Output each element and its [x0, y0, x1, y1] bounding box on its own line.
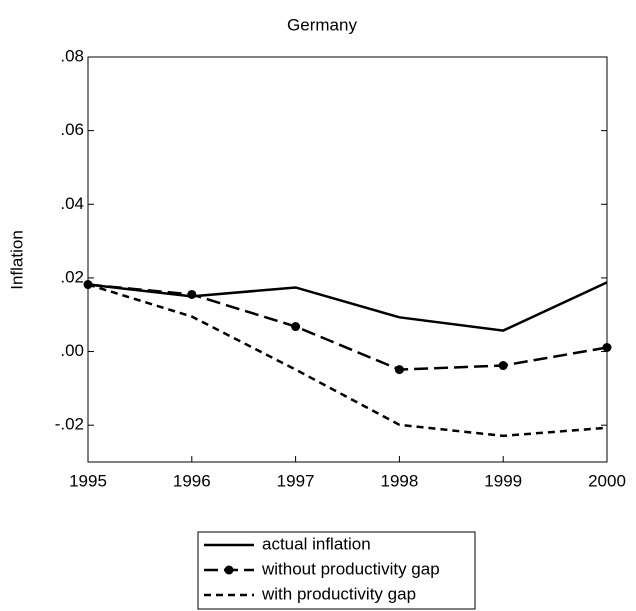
y-tick-label: .02 [60, 267, 84, 286]
y-tick-label: .08 [60, 46, 84, 65]
series-line [87, 283, 608, 438]
data-point [498, 361, 508, 371]
data-point [291, 322, 301, 332]
data-point [394, 365, 404, 375]
legend-label: without productivity gap [261, 559, 440, 578]
x-tick-label: 2000 [588, 471, 626, 490]
y-tick-label: -.02 [55, 415, 84, 434]
legend-marker [224, 565, 234, 575]
x-tick-label: 1998 [380, 471, 418, 490]
y-tick-label: .04 [60, 194, 84, 213]
x-tick-label: 1999 [484, 471, 522, 490]
plot-frame [87, 56, 608, 463]
y-axis-label: Inflation [7, 230, 26, 290]
legend-label: actual inflation [262, 534, 371, 553]
x-tick-label: 1995 [69, 471, 107, 490]
series-line [87, 283, 608, 371]
y-tick-label: .06 [60, 120, 84, 139]
legend-box [197, 531, 476, 610]
chart-title: Germany [287, 15, 357, 34]
data-point [602, 342, 612, 352]
x-tick-label: 1996 [173, 471, 211, 490]
data-point [187, 289, 197, 299]
series-line [87, 281, 608, 332]
x-tick-label: 1997 [277, 471, 315, 490]
legend-label: with productivity gap [261, 584, 416, 603]
y-tick-label: .00 [60, 341, 84, 360]
